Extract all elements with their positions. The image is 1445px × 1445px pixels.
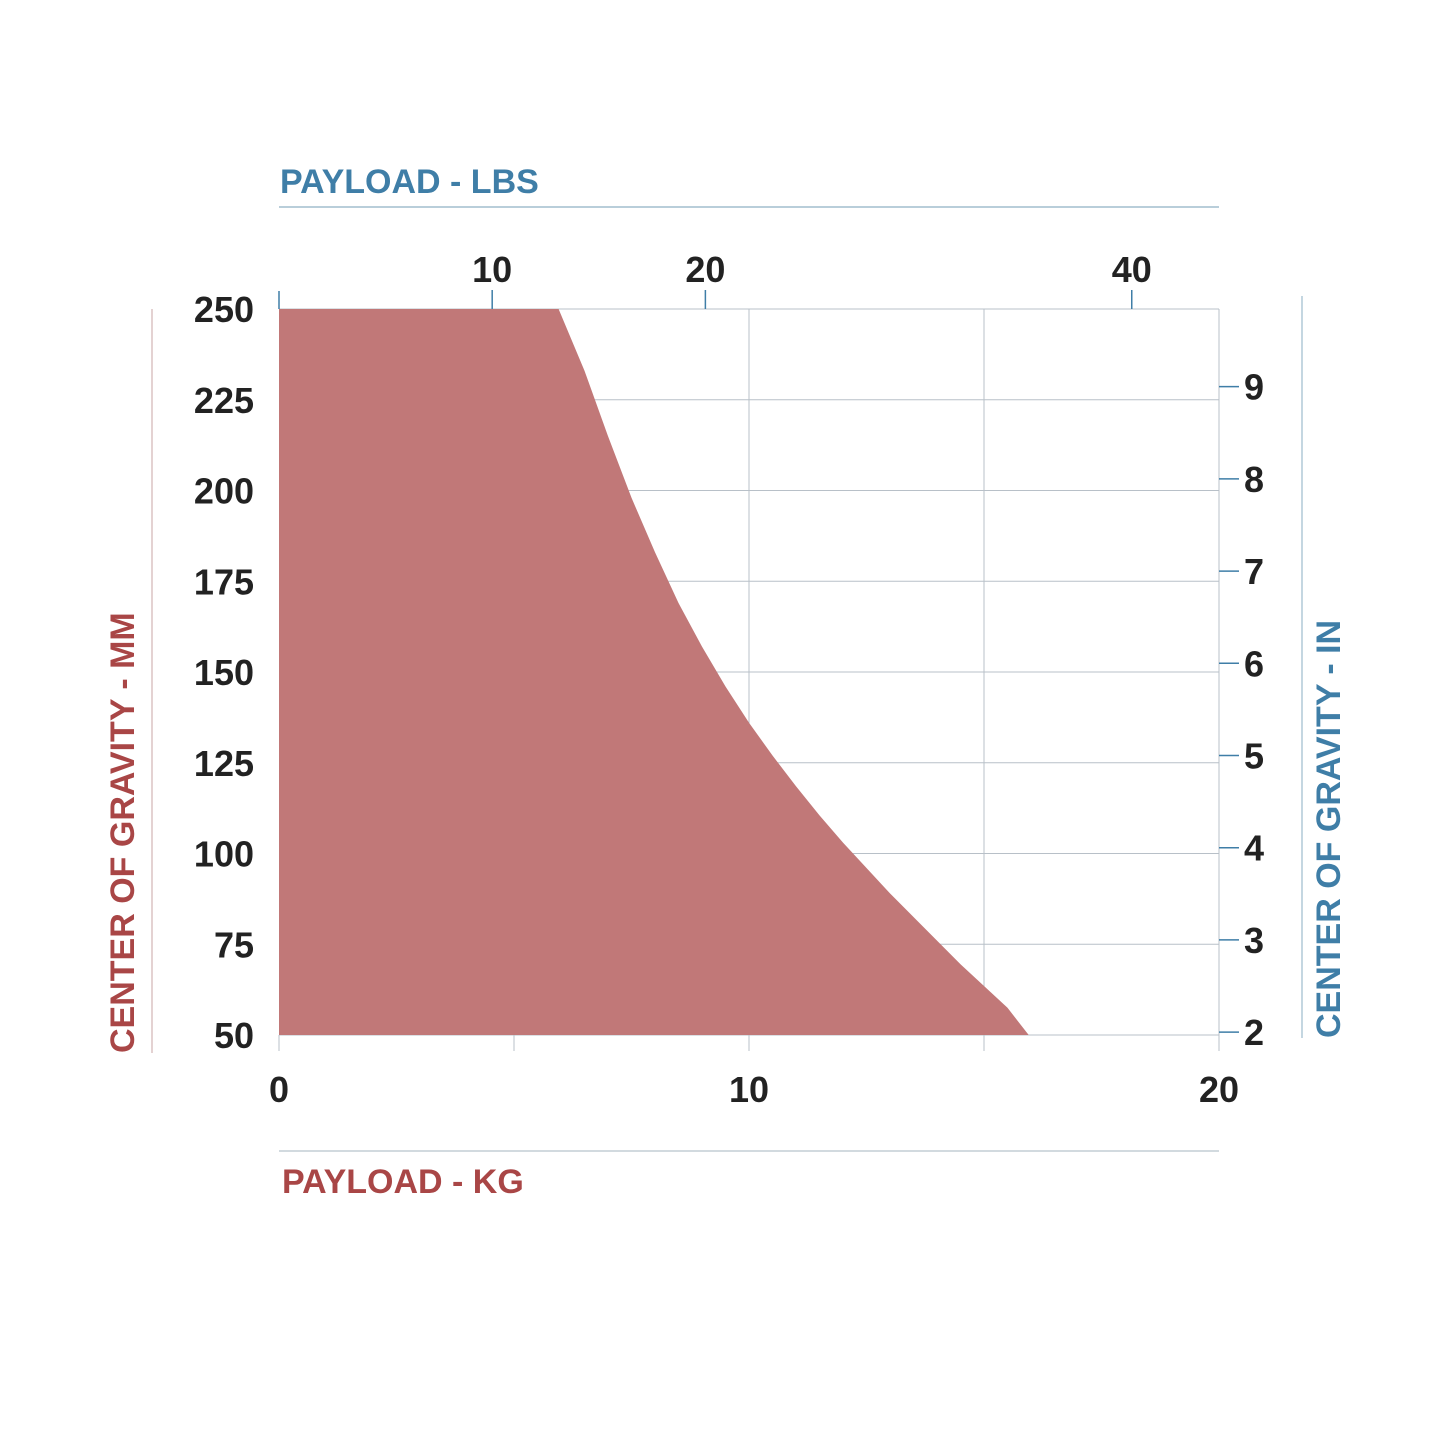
y2-tick-label: 2 bbox=[1244, 1012, 1264, 1053]
y2-tick-label: 6 bbox=[1244, 643, 1264, 684]
y-tick-label: 150 bbox=[194, 652, 254, 693]
x-tick-label: 0 bbox=[269, 1069, 289, 1110]
y-tick-label: 50 bbox=[214, 1015, 254, 1056]
x2-tick-label: 20 bbox=[685, 249, 725, 290]
y-tick-label: 250 bbox=[194, 289, 254, 330]
y2-tick-label: 4 bbox=[1244, 828, 1264, 869]
y2-tick-label: 8 bbox=[1244, 459, 1264, 500]
axes-layer bbox=[278, 290, 1239, 1033]
y2-axis-title: CENTER OF GRAVITY - IN bbox=[1310, 620, 1348, 1038]
label-layer: 0 10 20 50 75 100 125 150 175 200 225 250 10 20 40 2 3 4 5… bbox=[194, 249, 1264, 1110]
x-tick-label: 20 bbox=[1199, 1069, 1239, 1110]
y2-tick-label: 7 bbox=[1244, 551, 1264, 592]
x-tick-label: 10 bbox=[729, 1069, 769, 1110]
y2-tick-label: 5 bbox=[1244, 735, 1264, 776]
payload-area bbox=[279, 309, 1029, 1035]
y-tick-label: 100 bbox=[194, 834, 254, 875]
y-axis-title: CENTER OF GRAVITY - MM bbox=[104, 612, 142, 1053]
y-tick-label: 200 bbox=[194, 471, 254, 512]
y2-tick-label: 3 bbox=[1244, 920, 1264, 961]
y-tick-label: 225 bbox=[194, 380, 254, 421]
y-tick-label: 75 bbox=[214, 924, 254, 965]
x2-tick-label: 10 bbox=[472, 249, 512, 290]
x2-axis-title: PAYLOAD - LBS bbox=[280, 163, 539, 201]
y-tick-label: 125 bbox=[194, 743, 254, 784]
x2-tick-label: 40 bbox=[1112, 249, 1152, 290]
y-tick-label: 175 bbox=[194, 561, 254, 602]
x-axis-title: PAYLOAD - KG bbox=[282, 1163, 524, 1201]
y2-tick-label: 9 bbox=[1244, 367, 1264, 408]
